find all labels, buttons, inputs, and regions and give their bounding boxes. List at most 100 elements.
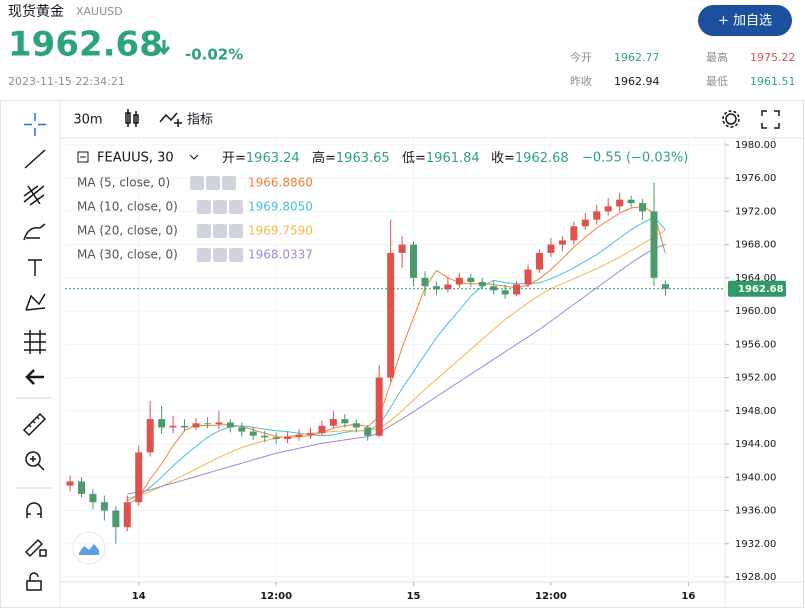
price-change: -0.02%	[185, 46, 243, 64]
quote-value: 1961.51	[750, 75, 796, 88]
candle-body	[650, 211, 658, 278]
quote-value: 1975.22	[750, 51, 796, 64]
y-tick-label: 1968.00	[735, 240, 776, 251]
candle-body	[467, 277, 475, 282]
left-toolbar	[16, 113, 52, 591]
last-price-label: 1962.68	[738, 284, 784, 295]
settings-gear[interactable]	[722, 110, 740, 128]
change-label: −0.55 (−0.03%)	[582, 151, 688, 166]
ma-legend-button[interactable]	[206, 176, 220, 190]
quote-value: 1962.77	[614, 51, 660, 64]
candle-body	[364, 427, 372, 436]
ohlc-label: 低=	[402, 151, 426, 166]
ma-legend-button[interactable]	[222, 176, 236, 190]
ma-legend-button[interactable]	[190, 176, 204, 190]
magnet-tool[interactable]	[26, 502, 42, 518]
candle-body	[444, 284, 452, 290]
ma-line	[127, 229, 666, 499]
y-tick-label: 1964.00	[735, 273, 776, 284]
ohlc-item: 开=1963.24	[222, 151, 300, 166]
settings-button[interactable]	[725, 113, 737, 125]
candle-body	[536, 252, 544, 270]
candle-body	[329, 419, 337, 426]
logo-button[interactable]	[72, 531, 106, 565]
candle-body	[272, 437, 280, 440]
lock-draw-tool[interactable]	[24, 538, 47, 558]
ma-legend-button[interactable]	[229, 224, 243, 238]
candle-body	[341, 419, 349, 424]
candle-body	[284, 436, 292, 440]
candle-body	[627, 199, 635, 204]
zoom-tool[interactable]	[25, 451, 41, 467]
text-tool[interactable]	[28, 259, 42, 276]
add-watchlist-button[interactable]: + 加自选	[698, 5, 792, 36]
brush-tool[interactable]	[23, 223, 46, 241]
button-bg[interactable]	[698, 5, 792, 36]
ohlc-label: 收=	[491, 151, 515, 166]
ohlc-value: 1963.24	[246, 151, 300, 166]
ma-legend-button[interactable]	[197, 224, 211, 238]
y-tick-label: 1960.00	[735, 306, 776, 317]
measure-tool[interactable]	[24, 330, 46, 354]
candle-body	[558, 240, 566, 245]
candle-body	[181, 425, 189, 428]
crosshair-tool[interactable]	[24, 113, 46, 136]
symbol-caret	[189, 154, 199, 160]
candle-body	[490, 286, 498, 291]
ma-legend-button[interactable]	[229, 200, 243, 214]
candle-body	[661, 284, 669, 289]
quote-label: 今开	[570, 50, 592, 64]
button-label[interactable]: + 加自选	[718, 14, 772, 29]
back-tool[interactable]	[25, 369, 44, 385]
line-tool[interactable]	[24, 149, 46, 169]
candle-body	[146, 419, 154, 453]
candle-body	[112, 510, 120, 528]
ma-legend-button[interactable]	[213, 200, 227, 214]
ma-legend-value: 1969.8050	[248, 200, 313, 214]
interval-button[interactable]: 30m	[73, 113, 102, 128]
ma-legend-button[interactable]	[197, 200, 211, 214]
ma-legend-button[interactable]	[213, 224, 227, 238]
candle-body	[410, 244, 418, 278]
ma-legend-value: 1968.0337	[248, 248, 313, 262]
ma-legend-button[interactable]	[213, 248, 227, 262]
candle-body	[513, 284, 521, 295]
candle-body	[306, 433, 314, 435]
quote-label: 最低	[706, 75, 728, 88]
ma-legend-value: 1969.7590	[248, 224, 313, 238]
candle-body	[158, 419, 166, 428]
asset-code: XAUUSD	[76, 5, 123, 18]
lock-tool[interactable]	[26, 572, 42, 591]
y-tick-label: 1976.00	[735, 173, 776, 184]
candle-body	[123, 502, 131, 528]
candle-body	[455, 277, 463, 285]
fib-tool[interactable]	[23, 185, 45, 206]
candle-body	[66, 481, 74, 486]
candle-type-button[interactable]	[125, 109, 139, 127]
candle-body	[387, 252, 395, 378]
ma-legend-button[interactable]	[229, 248, 243, 262]
candle-body	[524, 269, 532, 285]
candle-body	[318, 425, 326, 434]
candle-body	[249, 431, 257, 436]
pattern-tool[interactable]	[25, 293, 46, 311]
candle-body	[432, 286, 440, 290]
candle-body	[203, 423, 211, 425]
candle-body	[375, 377, 383, 436]
candle-body	[238, 427, 246, 432]
candle-body	[478, 281, 486, 287]
candle-body	[226, 422, 234, 428]
ohlc-item: 收=1962.68	[491, 151, 569, 166]
y-tick-label: 1980.00	[735, 140, 776, 151]
quote-label: 最高	[706, 50, 728, 64]
ma-legend-button[interactable]	[197, 248, 211, 262]
collapse-button[interactable]	[77, 151, 89, 163]
indicator-button[interactable]: 指标	[187, 113, 213, 128]
candle-body	[639, 203, 647, 212]
fullscreen-button[interactable]	[761, 110, 780, 129]
candle-body	[169, 425, 177, 428]
ma-legend-name: MA (10, close, 0)	[77, 200, 178, 214]
indicator-icon[interactable]	[159, 112, 182, 127]
ruler-tool[interactable]	[22, 412, 47, 437]
